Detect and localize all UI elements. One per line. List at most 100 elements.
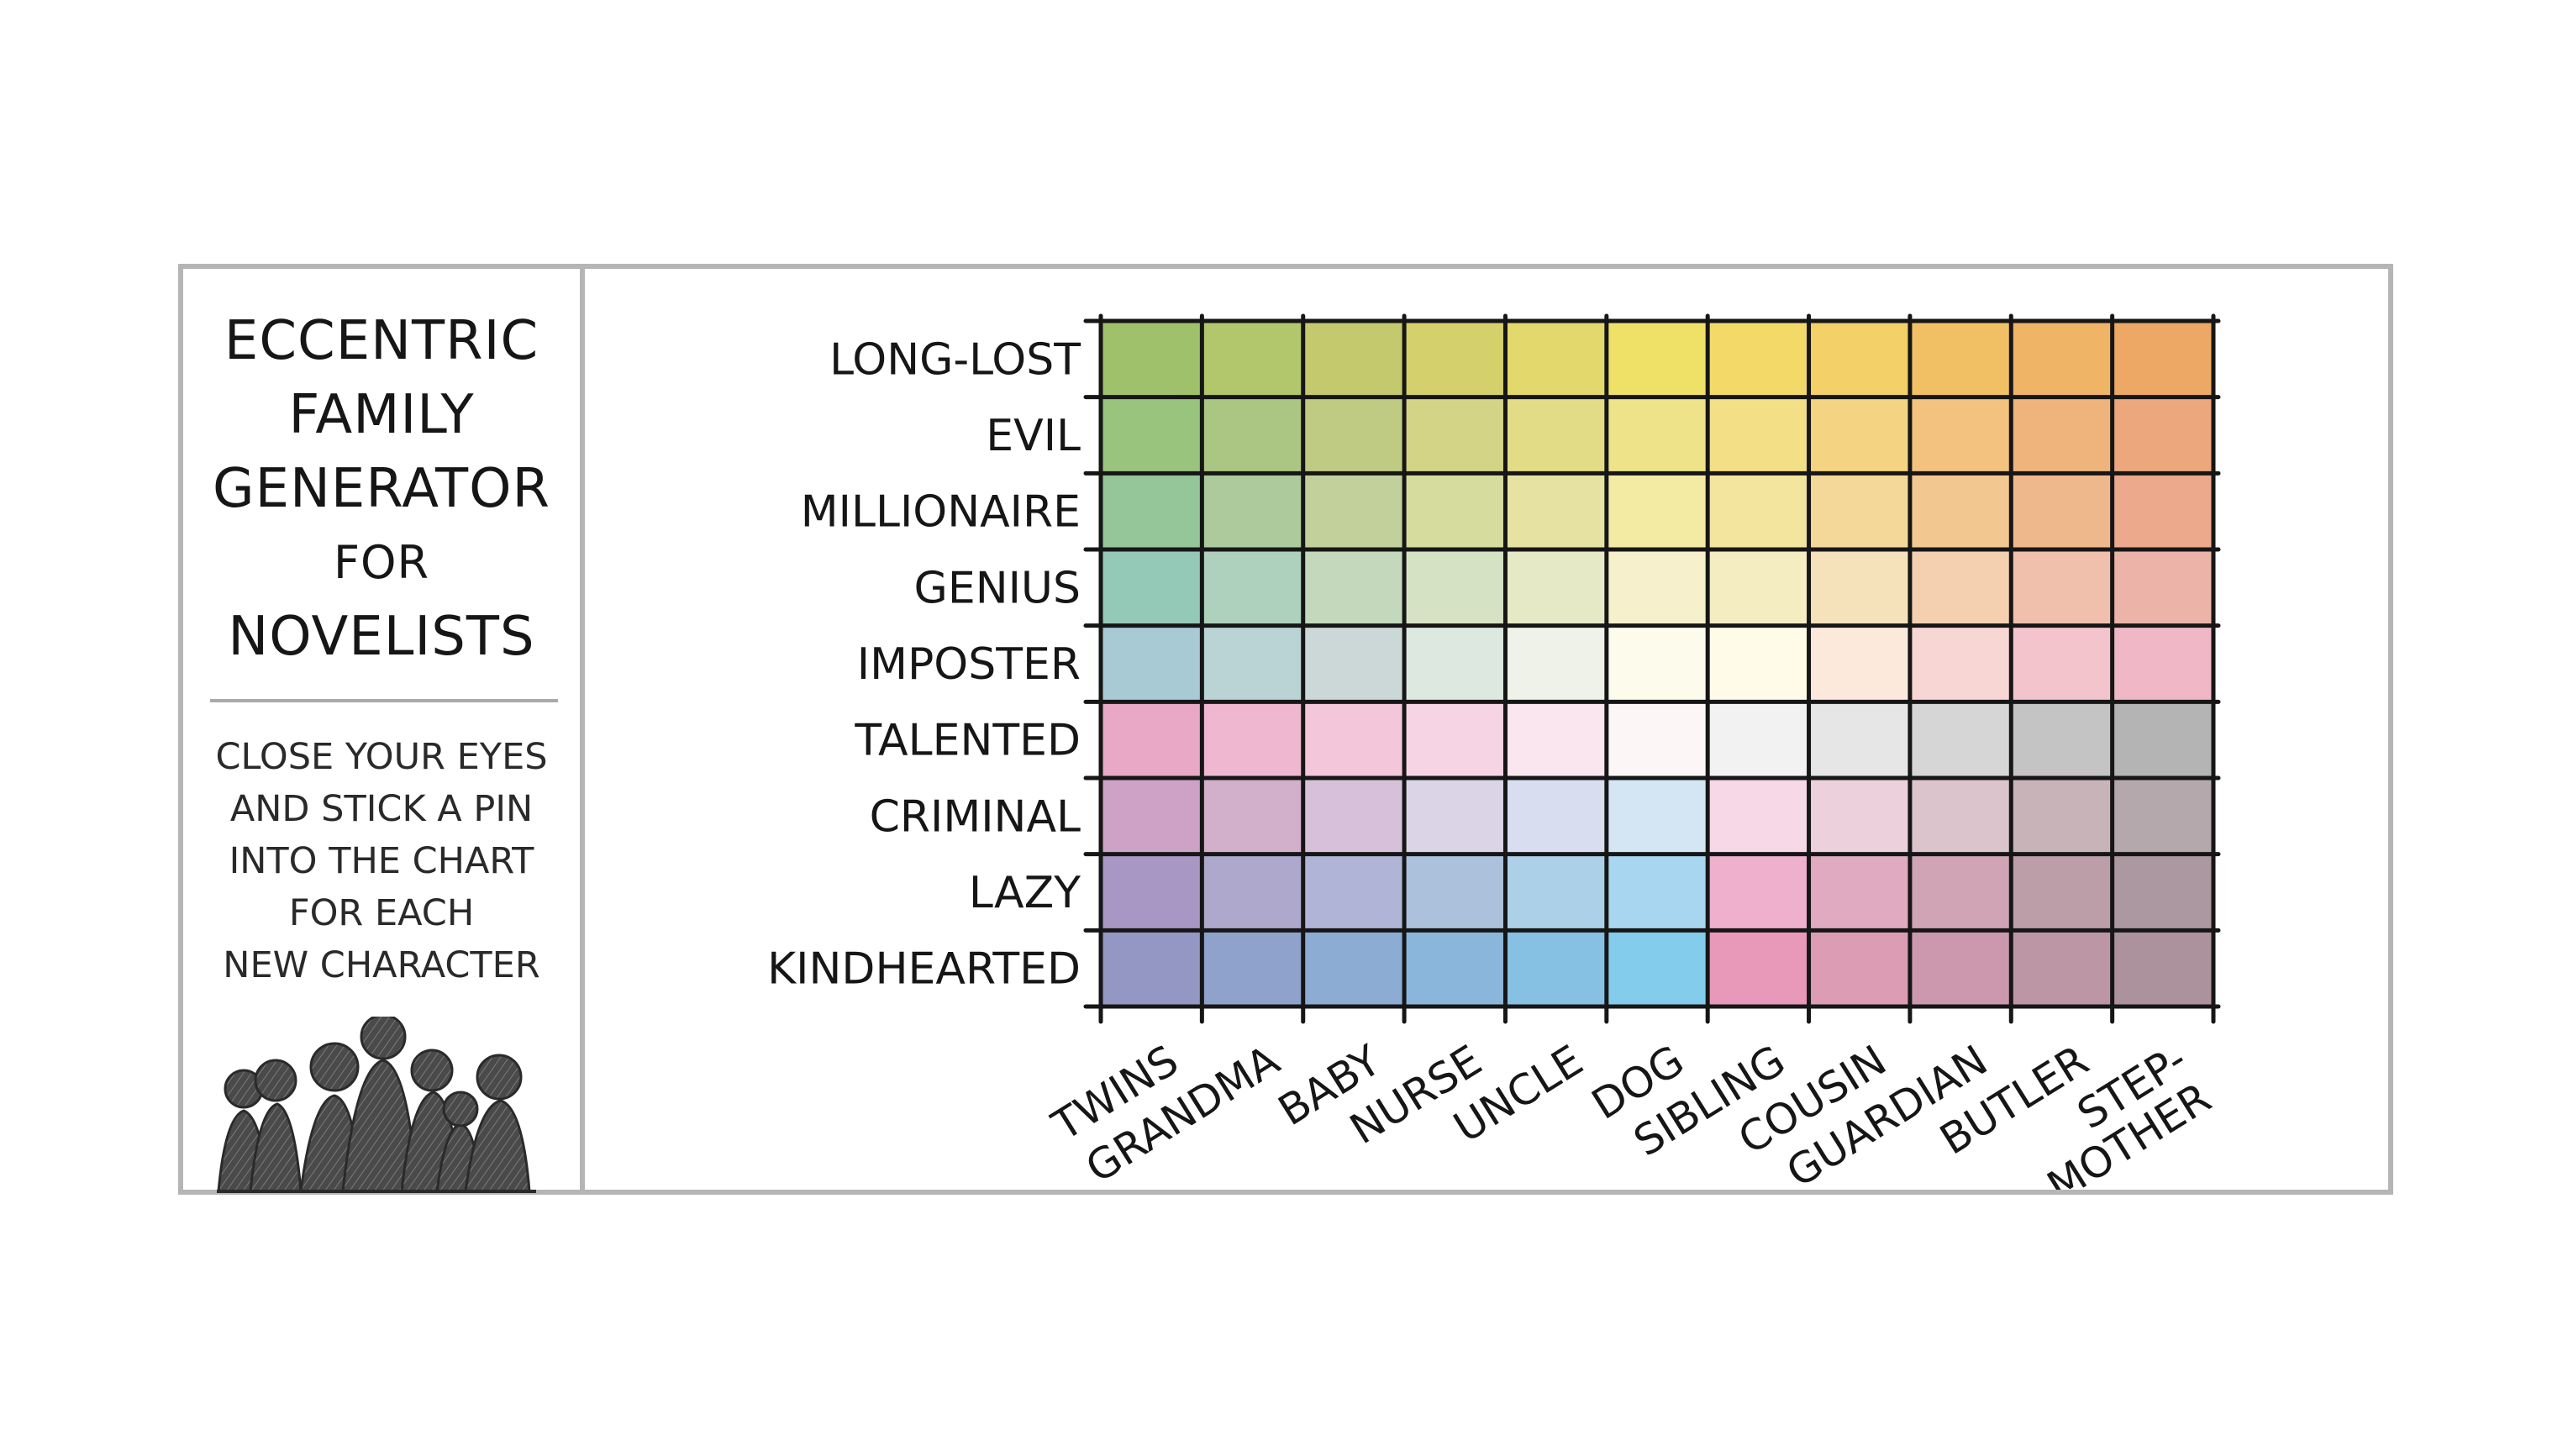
chart-cell[interactable] (1606, 625, 1708, 702)
chart-cell[interactable] (1505, 549, 1608, 627)
title-line-5: NOVELISTS (228, 606, 535, 668)
chart-cell[interactable] (1909, 625, 2012, 702)
chart-cell[interactable] (1101, 930, 1202, 1007)
chart-cell[interactable] (1708, 930, 1810, 1007)
chart-cell[interactable] (1708, 397, 1810, 474)
chart-cell[interactable] (2112, 473, 2214, 550)
chart-cell[interactable] (1302, 321, 1405, 398)
chart-cell[interactable] (2112, 397, 2214, 474)
chart-cell[interactable] (1505, 473, 1608, 550)
chart-cell[interactable] (1302, 930, 1405, 1007)
chart-cell[interactable] (1808, 854, 1911, 931)
chart-cell[interactable] (1808, 930, 1911, 1007)
chart-cell[interactable] (1404, 549, 1506, 627)
chart-cell[interactable] (1505, 397, 1608, 474)
chart-cell[interactable] (2011, 778, 2113, 855)
chart-cell[interactable] (1708, 549, 1810, 627)
chart-cell[interactable] (2011, 397, 2113, 474)
chart-cell[interactable] (2112, 321, 2214, 398)
chart-cell[interactable] (1708, 854, 1810, 931)
chart-cell[interactable] (1708, 625, 1810, 702)
chart-cell[interactable] (2112, 778, 2214, 855)
chart-cell[interactable] (2112, 702, 2214, 779)
chart-cell[interactable] (1505, 930, 1608, 1007)
chart-cell[interactable] (1909, 473, 2012, 550)
chart-cell[interactable] (1808, 473, 1911, 550)
chart-cell[interactable] (1404, 778, 1506, 855)
chart-cell[interactable] (1202, 549, 1304, 627)
chart-cell[interactable] (1909, 321, 2012, 398)
chart-cell[interactable] (1202, 321, 1304, 398)
chart-cell[interactable] (1404, 854, 1506, 931)
chart-cell[interactable] (2011, 549, 2113, 627)
chart-cell[interactable] (2011, 702, 2113, 779)
chart-cell[interactable] (1808, 778, 1911, 855)
chart-cell[interactable] (1404, 321, 1506, 398)
chart-cell[interactable] (1606, 549, 1708, 627)
chart-cell[interactable] (1404, 702, 1506, 779)
chart-cell[interactable] (1101, 778, 1202, 855)
chart-cell[interactable] (1404, 930, 1506, 1007)
chart-cell[interactable] (1101, 702, 1202, 779)
chart-cell[interactable] (1909, 778, 2012, 855)
chart-cell[interactable] (1606, 778, 1708, 855)
chart-cell[interactable] (1101, 321, 1202, 398)
chart-cell[interactable] (1202, 473, 1304, 550)
chart-cell[interactable] (1101, 397, 1202, 474)
chart-cell[interactable] (1202, 854, 1304, 931)
chart-cell[interactable] (1302, 397, 1405, 474)
chart-cell[interactable] (1909, 930, 2012, 1007)
chart-cell[interactable] (1505, 702, 1608, 779)
chart-cell[interactable] (1808, 397, 1911, 474)
chart-cell[interactable] (1202, 930, 1304, 1007)
chart-cell[interactable] (2112, 625, 2214, 702)
chart-cell[interactable] (2011, 473, 2113, 550)
chart-cell[interactable] (1202, 397, 1304, 474)
chart-cell[interactable] (1302, 854, 1405, 931)
chart-cell[interactable] (1606, 473, 1708, 550)
chart-cell[interactable] (1909, 397, 2012, 474)
chart-cell[interactable] (1606, 321, 1708, 398)
chart-cell[interactable] (1302, 549, 1405, 627)
chart-cell[interactable] (1404, 397, 1506, 474)
chart-cell[interactable] (2011, 854, 2113, 931)
chart-cell[interactable] (1909, 549, 2012, 627)
chart-cell[interactable] (1101, 473, 1202, 550)
chart-cell[interactable] (1708, 702, 1810, 779)
chart-cell[interactable] (1909, 702, 2012, 779)
chart-cell[interactable] (1808, 702, 1911, 779)
chart-cell[interactable] (1808, 321, 1911, 398)
chart-cell[interactable] (1404, 473, 1506, 550)
chart-cell[interactable] (1101, 625, 1202, 702)
chart-cell[interactable] (1708, 473, 1810, 550)
chart-cell[interactable] (2011, 321, 2113, 398)
chart-cell[interactable] (1909, 854, 2012, 931)
chart-cell[interactable] (1101, 854, 1202, 931)
chart-cell[interactable] (1708, 778, 1810, 855)
chart-cell[interactable] (2112, 854, 2214, 931)
chart-cell[interactable] (1505, 854, 1608, 931)
chart-cell[interactable] (1302, 473, 1405, 550)
chart-cell[interactable] (1606, 930, 1708, 1007)
chart-cell[interactable] (1302, 778, 1405, 855)
chart-cell[interactable] (1606, 854, 1708, 931)
chart-cell[interactable] (1808, 625, 1911, 702)
chart-cell[interactable] (2112, 930, 2214, 1007)
chart-cell[interactable] (1202, 625, 1304, 702)
chart-cell[interactable] (1505, 321, 1608, 398)
chart-cell[interactable] (2112, 549, 2214, 627)
chart-cell[interactable] (1708, 321, 1810, 398)
chart-cell[interactable] (1808, 549, 1911, 627)
chart-cell[interactable] (1202, 702, 1304, 779)
chart-cell[interactable] (1101, 549, 1202, 627)
chart-cell[interactable] (1302, 702, 1405, 779)
chart-cell[interactable] (2011, 625, 2113, 702)
chart-cell[interactable] (1202, 778, 1304, 855)
chart-cell[interactable] (1404, 625, 1506, 702)
chart-cell[interactable] (1606, 702, 1708, 779)
chart-cell[interactable] (1505, 778, 1608, 855)
chart-cell[interactable] (2011, 930, 2113, 1007)
chart-cell[interactable] (1302, 625, 1405, 702)
chart-cell[interactable] (1606, 397, 1708, 474)
chart-cell[interactable] (1505, 625, 1608, 702)
